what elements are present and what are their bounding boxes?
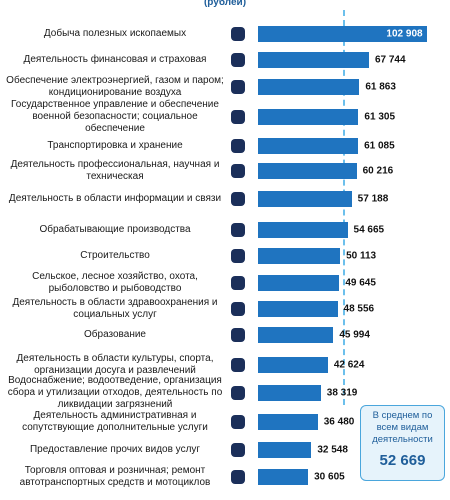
bar xyxy=(258,357,328,373)
bar xyxy=(258,163,357,179)
bar xyxy=(258,138,359,154)
category-label: Транспортировка и хранение xyxy=(47,140,183,151)
bar xyxy=(258,79,360,95)
value-label: 67 744 xyxy=(374,54,406,66)
value-label: 49 645 xyxy=(345,277,376,289)
category-icon xyxy=(231,470,245,484)
bar xyxy=(258,248,341,264)
value-label: 102 908 xyxy=(386,28,423,40)
category-icon xyxy=(231,249,245,263)
value-label: 61 863 xyxy=(365,81,396,93)
value-label: 48 556 xyxy=(343,303,375,315)
category-label: Добыча полезных ископаемых xyxy=(43,28,187,39)
value-label: 61 085 xyxy=(364,140,395,152)
average-callout: В среднем по всем видам деятельности 52 … xyxy=(360,405,445,481)
category-icon xyxy=(231,443,245,457)
category-icon xyxy=(231,358,245,372)
bar xyxy=(258,301,338,317)
bar xyxy=(258,385,321,401)
category-label: Деятельность в области здравоохранения и… xyxy=(12,297,218,320)
bar xyxy=(258,26,427,42)
value-label: 50 113 xyxy=(346,250,377,262)
category-label: Деятельность в области культуры, спорта,… xyxy=(16,353,214,376)
bar xyxy=(258,109,359,125)
category-icon xyxy=(231,415,245,429)
value-label: 60 216 xyxy=(362,165,394,177)
value-label: 30 605 xyxy=(314,471,345,483)
category-label: Предоставление прочих видов услуг xyxy=(29,444,201,455)
category-icon xyxy=(231,110,245,124)
bar xyxy=(258,222,348,238)
bar xyxy=(258,191,352,207)
average-label: В среднем по всем видам деятельности xyxy=(372,410,433,445)
average-line xyxy=(343,10,346,405)
value-label: 54 665 xyxy=(353,224,385,236)
value-label: 45 994 xyxy=(339,329,370,341)
category-label: Образование xyxy=(84,329,146,340)
bar xyxy=(258,469,309,485)
value-label: 57 188 xyxy=(357,193,389,205)
category-icon xyxy=(231,302,245,316)
category-label: Сельское, лесное хозяйство, охота, рыбол… xyxy=(32,271,198,294)
category-icon xyxy=(231,192,245,206)
bar xyxy=(258,52,369,68)
category-label: Деятельность в области информации и связ… xyxy=(8,193,222,204)
category-label: Торговля оптовая и розничная; ремонт авт… xyxy=(19,465,211,488)
value-label: 38 319 xyxy=(326,387,358,399)
category-label: Обеспечение электроэнергией, газом и пар… xyxy=(6,75,224,98)
value-label: 36 480 xyxy=(323,416,355,428)
bar xyxy=(258,275,340,291)
value-label: 32 548 xyxy=(317,444,348,456)
category-icon xyxy=(231,164,245,178)
category-icon xyxy=(231,386,245,400)
category-icon xyxy=(231,276,245,290)
value-label: 42 624 xyxy=(333,359,365,371)
value-label: 61 305 xyxy=(364,111,396,123)
category-icon xyxy=(231,53,245,67)
category-label: Государственное управление и обеспечение… xyxy=(11,99,219,134)
category-icon xyxy=(231,80,245,94)
category-label: Водоснабжение; водоотведение, организаци… xyxy=(7,375,223,410)
category-icon xyxy=(231,139,245,153)
bar xyxy=(258,327,334,343)
category-label: Деятельность профессиональная, научная и… xyxy=(10,159,220,182)
chart-subtitle: (рублей) xyxy=(203,0,247,8)
category-label: Обрабатывающие производства xyxy=(39,224,191,235)
category-label: Строительство xyxy=(80,250,150,261)
category-label: Деятельность административная и сопутств… xyxy=(22,410,208,433)
category-icon xyxy=(231,27,245,41)
bar xyxy=(258,414,318,430)
category-icon xyxy=(231,223,245,237)
average-value: 52 669 xyxy=(379,452,426,469)
category-label: Деятельность финансовая и страховая xyxy=(23,54,207,65)
bar xyxy=(258,442,312,458)
category-icon xyxy=(231,328,245,342)
